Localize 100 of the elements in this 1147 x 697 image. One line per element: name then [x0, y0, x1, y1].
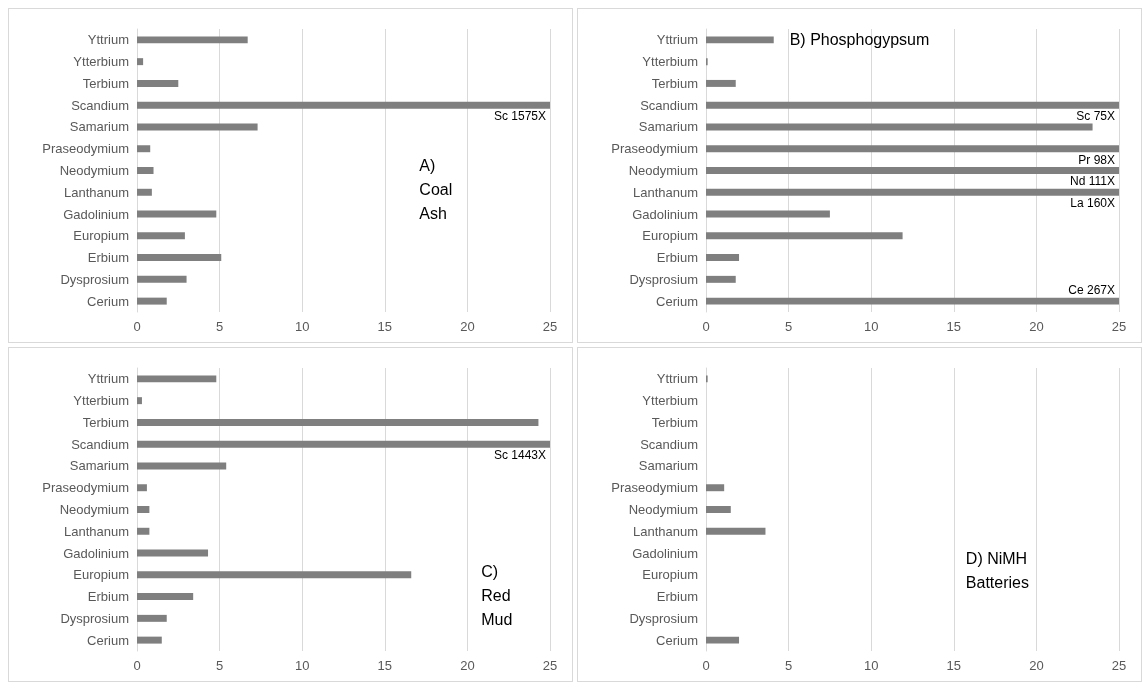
y-tick-label: Neodymium — [628, 163, 698, 178]
y-tick-label: Yttrium — [87, 32, 129, 48]
bar — [706, 123, 1093, 131]
x-tick-label: 15 — [946, 319, 962, 334]
annotation: Pr 98X — [1078, 152, 1115, 167]
bar — [706, 297, 1119, 305]
chart-title: B) Phosphogypsum — [789, 30, 930, 48]
y-tick-label: Erbium — [656, 589, 698, 605]
y-tick-label: Yttrium — [87, 371, 129, 387]
y-tick-label: Erbium — [87, 250, 129, 266]
y-tick-label: Praseodymium — [42, 480, 129, 496]
bar — [137, 506, 150, 513]
y-tick-label: Gadolinium — [632, 545, 698, 561]
x-tick-label: 5 — [215, 319, 224, 334]
bar — [137, 145, 151, 153]
y-tick-label: Dysprosium — [629, 610, 698, 626]
y-tick-label: Cerium — [87, 293, 129, 309]
bar — [706, 636, 740, 644]
x-tick-label: 15 — [377, 319, 393, 334]
x-tick-label: 25 — [542, 658, 558, 673]
y-tick-label: Scandium — [640, 97, 698, 113]
bar — [137, 614, 167, 622]
y-tick-label: Ytterbium — [73, 54, 129, 70]
bar — [137, 79, 179, 87]
annotation: Sc 1443X — [493, 448, 546, 463]
x-tick-label: 25 — [1111, 658, 1127, 673]
y-tick-label: Erbium — [656, 250, 698, 266]
y-tick-label: Europium — [642, 228, 698, 244]
x-tick-label: 0 — [133, 319, 141, 334]
text: C) Red Mud — [481, 562, 516, 628]
bar — [706, 188, 1119, 196]
x-tick-label: 10 — [863, 658, 879, 673]
text: A) Coal Ash — [419, 157, 457, 223]
bar — [706, 79, 736, 87]
bar — [137, 254, 222, 262]
bar — [137, 36, 248, 44]
bar — [137, 397, 142, 405]
bar — [137, 462, 227, 470]
y-tick-label: Dysprosium — [60, 610, 129, 626]
y-tick-label: Terbium — [82, 75, 129, 91]
bar — [137, 440, 550, 448]
bar — [137, 123, 258, 131]
x-tick-label: 5 — [215, 658, 224, 673]
x-tick-label: 20 — [460, 319, 475, 334]
bar — [137, 188, 152, 196]
y-tick-label: Lanthanum — [632, 523, 698, 539]
annotation: La 160X — [1070, 196, 1115, 211]
bar — [137, 58, 144, 66]
x-tick-label: 10 — [294, 319, 310, 334]
x-tick-label: 20 — [460, 658, 475, 673]
annotation: Nd 111X — [1070, 174, 1115, 189]
bar — [137, 232, 185, 240]
x-tick-label: 20 — [1029, 319, 1044, 334]
y-tick-label: Europium — [73, 567, 129, 583]
y-tick-label: Samarium — [638, 458, 698, 474]
bar — [706, 527, 766, 535]
x-tick-label: 0 — [702, 319, 710, 334]
y-tick-label: Praseodymium — [611, 141, 698, 157]
x-tick-label: 5 — [784, 658, 793, 673]
y-tick-label: Lanthanum — [63, 523, 129, 539]
y-tick-label: Lanthanum — [63, 184, 129, 200]
y-tick-label: Scandium — [640, 436, 698, 452]
annotation: Ce 267X — [1068, 283, 1115, 298]
y-tick-label: Terbium — [651, 414, 698, 430]
bar — [706, 36, 774, 44]
y-tick-label: Ytterbium — [642, 393, 698, 409]
x-tick-label: 5 — [784, 319, 793, 334]
bar — [137, 275, 187, 283]
y-tick-label: Gadolinium — [63, 545, 129, 561]
y-tick-label: Scandium — [71, 97, 129, 113]
bar — [137, 375, 217, 383]
bar — [137, 549, 209, 557]
annotation: Sc 75X — [1076, 109, 1115, 124]
bar — [706, 167, 1119, 174]
x-tick-label: 0 — [133, 658, 141, 673]
y-tick-label: Ytterbium — [642, 54, 698, 70]
bar — [137, 636, 162, 644]
x-tick-label: 25 — [542, 319, 558, 334]
bar — [706, 101, 1119, 109]
bar — [706, 254, 740, 262]
bar — [706, 506, 731, 513]
bar — [137, 484, 147, 492]
bar — [137, 297, 167, 305]
y-tick-label: Cerium — [656, 293, 698, 309]
x-tick-label: 20 — [1029, 658, 1044, 673]
y-tick-label: Cerium — [87, 632, 129, 648]
bar — [137, 593, 194, 601]
y-tick-label: Ytterbium — [73, 393, 129, 409]
y-tick-label: Terbium — [82, 414, 129, 430]
y-tick-label: Dysprosium — [629, 271, 698, 287]
y-tick-label: Neodymium — [59, 163, 129, 178]
x-tick-label: 0 — [702, 658, 710, 673]
y-tick-label: Gadolinium — [63, 206, 129, 222]
y-tick-label: Scandium — [71, 436, 129, 452]
y-tick-label: Samarium — [69, 458, 129, 474]
y-tick-label: Yttrium — [656, 32, 698, 48]
bar — [706, 145, 1119, 153]
bar — [137, 101, 550, 109]
bar — [706, 484, 725, 492]
y-tick-label: Neodymium — [628, 502, 698, 517]
